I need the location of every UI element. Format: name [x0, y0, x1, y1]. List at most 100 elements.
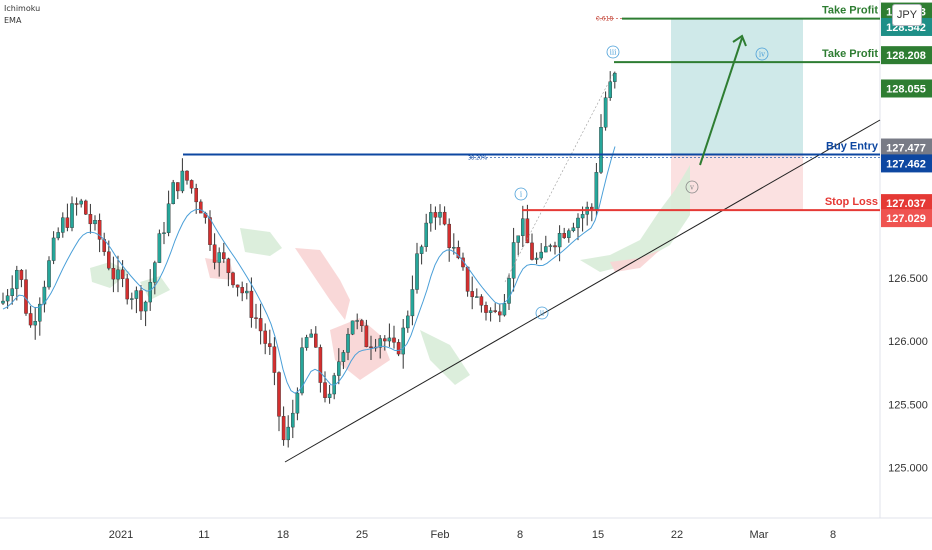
wave-text: ii: [540, 310, 545, 318]
wave-label-iii: iii: [606, 45, 620, 59]
projection-arrow-line: [699, 37, 743, 166]
wave-label-v: v: [685, 180, 699, 194]
candle-110: [507, 273, 511, 310]
x-tick-5: 8: [517, 529, 523, 541]
candle-115: [530, 233, 534, 261]
candle-body: [189, 180, 194, 189]
price-tag-bg: [881, 79, 932, 98]
candle-16: [74, 197, 79, 216]
candle-89: [410, 275, 415, 326]
candle-body: [125, 278, 129, 300]
x-tick-3: 25: [356, 529, 368, 541]
candle-body: [38, 303, 42, 322]
price-tag-bg: [881, 194, 932, 213]
candle-103: [475, 288, 479, 298]
candle-body: [175, 182, 180, 192]
candle-91: [419, 244, 424, 265]
candle-120: [553, 241, 557, 255]
candle-112: [516, 235, 520, 256]
price-tag-5: 127.462: [881, 154, 932, 173]
fib-382-label: 38.20%: [468, 156, 487, 162]
price-tag-text: 127.477: [886, 143, 926, 155]
candle-45: [208, 210, 212, 252]
price-tag-bg: [881, 154, 932, 173]
candle-body: [93, 220, 97, 225]
candle-body: [56, 232, 60, 239]
candle-76: [350, 320, 355, 336]
candle-body: [502, 303, 507, 316]
candle-113: [521, 205, 525, 248]
candle-86: [396, 339, 401, 357]
candle-123: [567, 228, 571, 243]
candle-body: [341, 352, 346, 362]
candle-133: [613, 71, 617, 89]
candle-body: [442, 211, 447, 225]
price-tag-bg: [881, 209, 932, 228]
candle-37: [171, 179, 176, 205]
candle-body: [304, 337, 309, 348]
candle-body: [286, 426, 291, 441]
candle-body: [226, 258, 231, 274]
wave-text: i: [520, 191, 523, 199]
wave-label-ii: ii: [535, 306, 549, 320]
candle-body: [277, 372, 281, 417]
stop-loss-label: Stop Loss: [825, 196, 878, 208]
candle-34: [157, 229, 162, 264]
wave-text: iii: [610, 49, 617, 57]
indicator-ichimoku[interactable]: Ichimoku: [4, 4, 41, 13]
candle-body: [51, 237, 56, 261]
candle-68: [314, 326, 318, 348]
candle-69: [318, 344, 323, 393]
wave-text: v: [689, 184, 694, 192]
candle-body: [272, 346, 277, 373]
candle-129: [594, 163, 599, 216]
indicator-ema[interactable]: EMA: [4, 16, 22, 25]
candle-105: [484, 301, 488, 321]
candle-body: [5, 295, 10, 302]
candle-53: [244, 283, 249, 300]
cloud-patch-2: [90, 262, 130, 288]
candle-119: [548, 243, 553, 252]
candle-28: [129, 292, 134, 310]
candle-116: [534, 252, 539, 265]
candle-body: [562, 233, 566, 238]
wave-circle: [755, 47, 769, 61]
candle-body: [74, 203, 79, 205]
candle-111: [511, 227, 516, 292]
candle-33: [152, 260, 157, 295]
candle-body: [194, 188, 199, 203]
candle-121: [557, 225, 562, 262]
candle-64: [295, 387, 300, 421]
candle-body: [65, 217, 70, 228]
candle-65: [300, 337, 304, 396]
candle-31: [143, 300, 148, 327]
candle-109: [502, 293, 507, 317]
wave-circle: [606, 45, 620, 59]
currency-button[interactable]: JPY: [892, 4, 922, 26]
candle-body: [79, 200, 83, 205]
candle-body: [557, 233, 562, 248]
candle-35: [162, 222, 166, 245]
price-tag-2: 128.208: [881, 46, 932, 65]
candle-body: [180, 170, 185, 192]
candle-body: [1, 300, 5, 304]
trade-zones: [671, 18, 803, 211]
candle-41: [189, 179, 194, 194]
candle-body: [479, 296, 484, 306]
candle-body: [157, 233, 162, 263]
candle-46: [212, 233, 217, 270]
y-tick-0: 125.000: [888, 462, 928, 474]
candle-67: [309, 329, 314, 338]
candle-body: [185, 170, 189, 181]
candle-body: [70, 203, 74, 228]
candle-body: [295, 392, 300, 414]
candle-17: [79, 198, 83, 208]
buy-entry-label: Buy Entry: [826, 141, 879, 153]
candle-body: [576, 217, 580, 228]
candle-128: [590, 203, 594, 222]
candle-body: [42, 286, 47, 305]
candle-body: [438, 211, 442, 218]
candle-body: [291, 412, 295, 428]
candle-98: [452, 233, 456, 255]
